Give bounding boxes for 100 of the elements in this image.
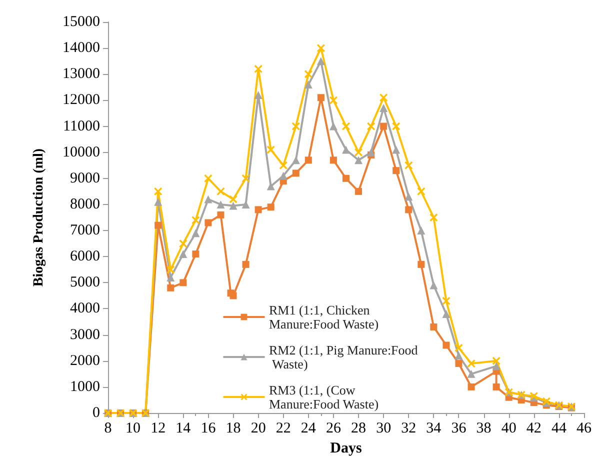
point [354, 148, 363, 156]
point [154, 187, 162, 196]
x-tick-label: 12 [150, 420, 166, 436]
point [417, 226, 426, 235]
y-tick-label: 10000 [62, 144, 100, 160]
y-tick-label: 15000 [62, 14, 100, 30]
point [242, 260, 250, 268]
y-tick-label: 11000 [63, 118, 100, 134]
y-tick-label: 6000 [70, 248, 100, 265]
point [154, 198, 162, 206]
point [254, 206, 262, 214]
point [404, 161, 413, 170]
point [266, 182, 275, 190]
point [304, 80, 312, 89]
legend-label: RM2 (1:1, Pig Manure:Food Waste) [269, 342, 418, 372]
point [192, 229, 200, 238]
y-tick-label: 13000 [62, 66, 100, 82]
x-tick-label: 22 [276, 420, 291, 436]
point [166, 266, 175, 274]
point [392, 146, 400, 154]
x-tick-label: 28 [351, 420, 366, 436]
y-tick-label: 2000 [70, 352, 100, 369]
point [192, 216, 200, 224]
point [342, 146, 350, 154]
point [216, 200, 225, 208]
point [292, 170, 300, 177]
point [329, 122, 338, 130]
point [179, 250, 188, 258]
point [392, 122, 400, 130]
point [292, 122, 300, 130]
y-tick-label: 3000 [70, 326, 100, 343]
x-tick-label: 42 [526, 420, 542, 436]
point [217, 211, 224, 218]
point [442, 310, 450, 318]
point [230, 292, 237, 300]
point [492, 356, 500, 365]
point [442, 342, 450, 349]
point [267, 204, 274, 211]
y-tick-label: 4000 [70, 300, 100, 317]
point [316, 44, 325, 52]
point [367, 122, 376, 130]
y-tick-label: 1000 [70, 378, 100, 395]
point [430, 281, 438, 290]
point [279, 172, 288, 180]
point [179, 240, 188, 248]
x-tick-label: 16 [200, 420, 216, 436]
point [154, 222, 162, 229]
x-tick-label: 36 [451, 420, 467, 436]
x-tick-label: 20 [250, 420, 266, 436]
point [167, 284, 174, 292]
x-tick-label: 18 [226, 420, 241, 436]
point [492, 383, 500, 390]
point [404, 192, 413, 201]
point [468, 383, 475, 390]
point [204, 195, 212, 204]
point [418, 260, 425, 268]
point [292, 156, 300, 164]
point [316, 57, 325, 66]
x-tick-label: 8 [104, 420, 112, 436]
point [417, 187, 426, 196]
point [329, 96, 338, 104]
y-tick-label: 12000 [62, 92, 100, 108]
point [392, 167, 400, 174]
point [367, 148, 376, 156]
x-tick-label: 14 [176, 420, 192, 436]
point [380, 94, 388, 102]
point [317, 94, 324, 102]
point [354, 156, 363, 164]
x-tick-label: 10 [126, 420, 141, 436]
point [405, 206, 412, 214]
point [430, 214, 438, 222]
point [304, 156, 312, 164]
y-tick-label: 7000 [70, 222, 100, 239]
y-tick-label: 8000 [70, 196, 100, 212]
point [242, 174, 250, 182]
y-tick-label: 5000 [70, 274, 100, 291]
x-tick-label: 30 [376, 420, 392, 436]
point [330, 156, 337, 164]
y-axis-title: Biogas Production (ml) [32, 148, 46, 287]
point [380, 122, 388, 130]
x-tick-label: 40 [501, 420, 516, 436]
x-tick-label: 46 [576, 420, 592, 436]
x-tick-label: 38 [476, 420, 492, 436]
point [204, 219, 212, 226]
point [204, 174, 212, 182]
point [430, 323, 438, 330]
point [355, 188, 362, 195]
point [192, 250, 200, 258]
point [229, 195, 238, 204]
y-tick-label: 0 [92, 405, 100, 421]
point [279, 161, 288, 170]
point [304, 70, 312, 78]
point [492, 362, 500, 370]
point [229, 202, 238, 210]
point [454, 352, 463, 360]
x-tick-label: 32 [401, 420, 416, 436]
point [180, 279, 187, 286]
x-tick-label: 34 [426, 420, 442, 436]
point [254, 90, 262, 99]
point [467, 370, 476, 378]
